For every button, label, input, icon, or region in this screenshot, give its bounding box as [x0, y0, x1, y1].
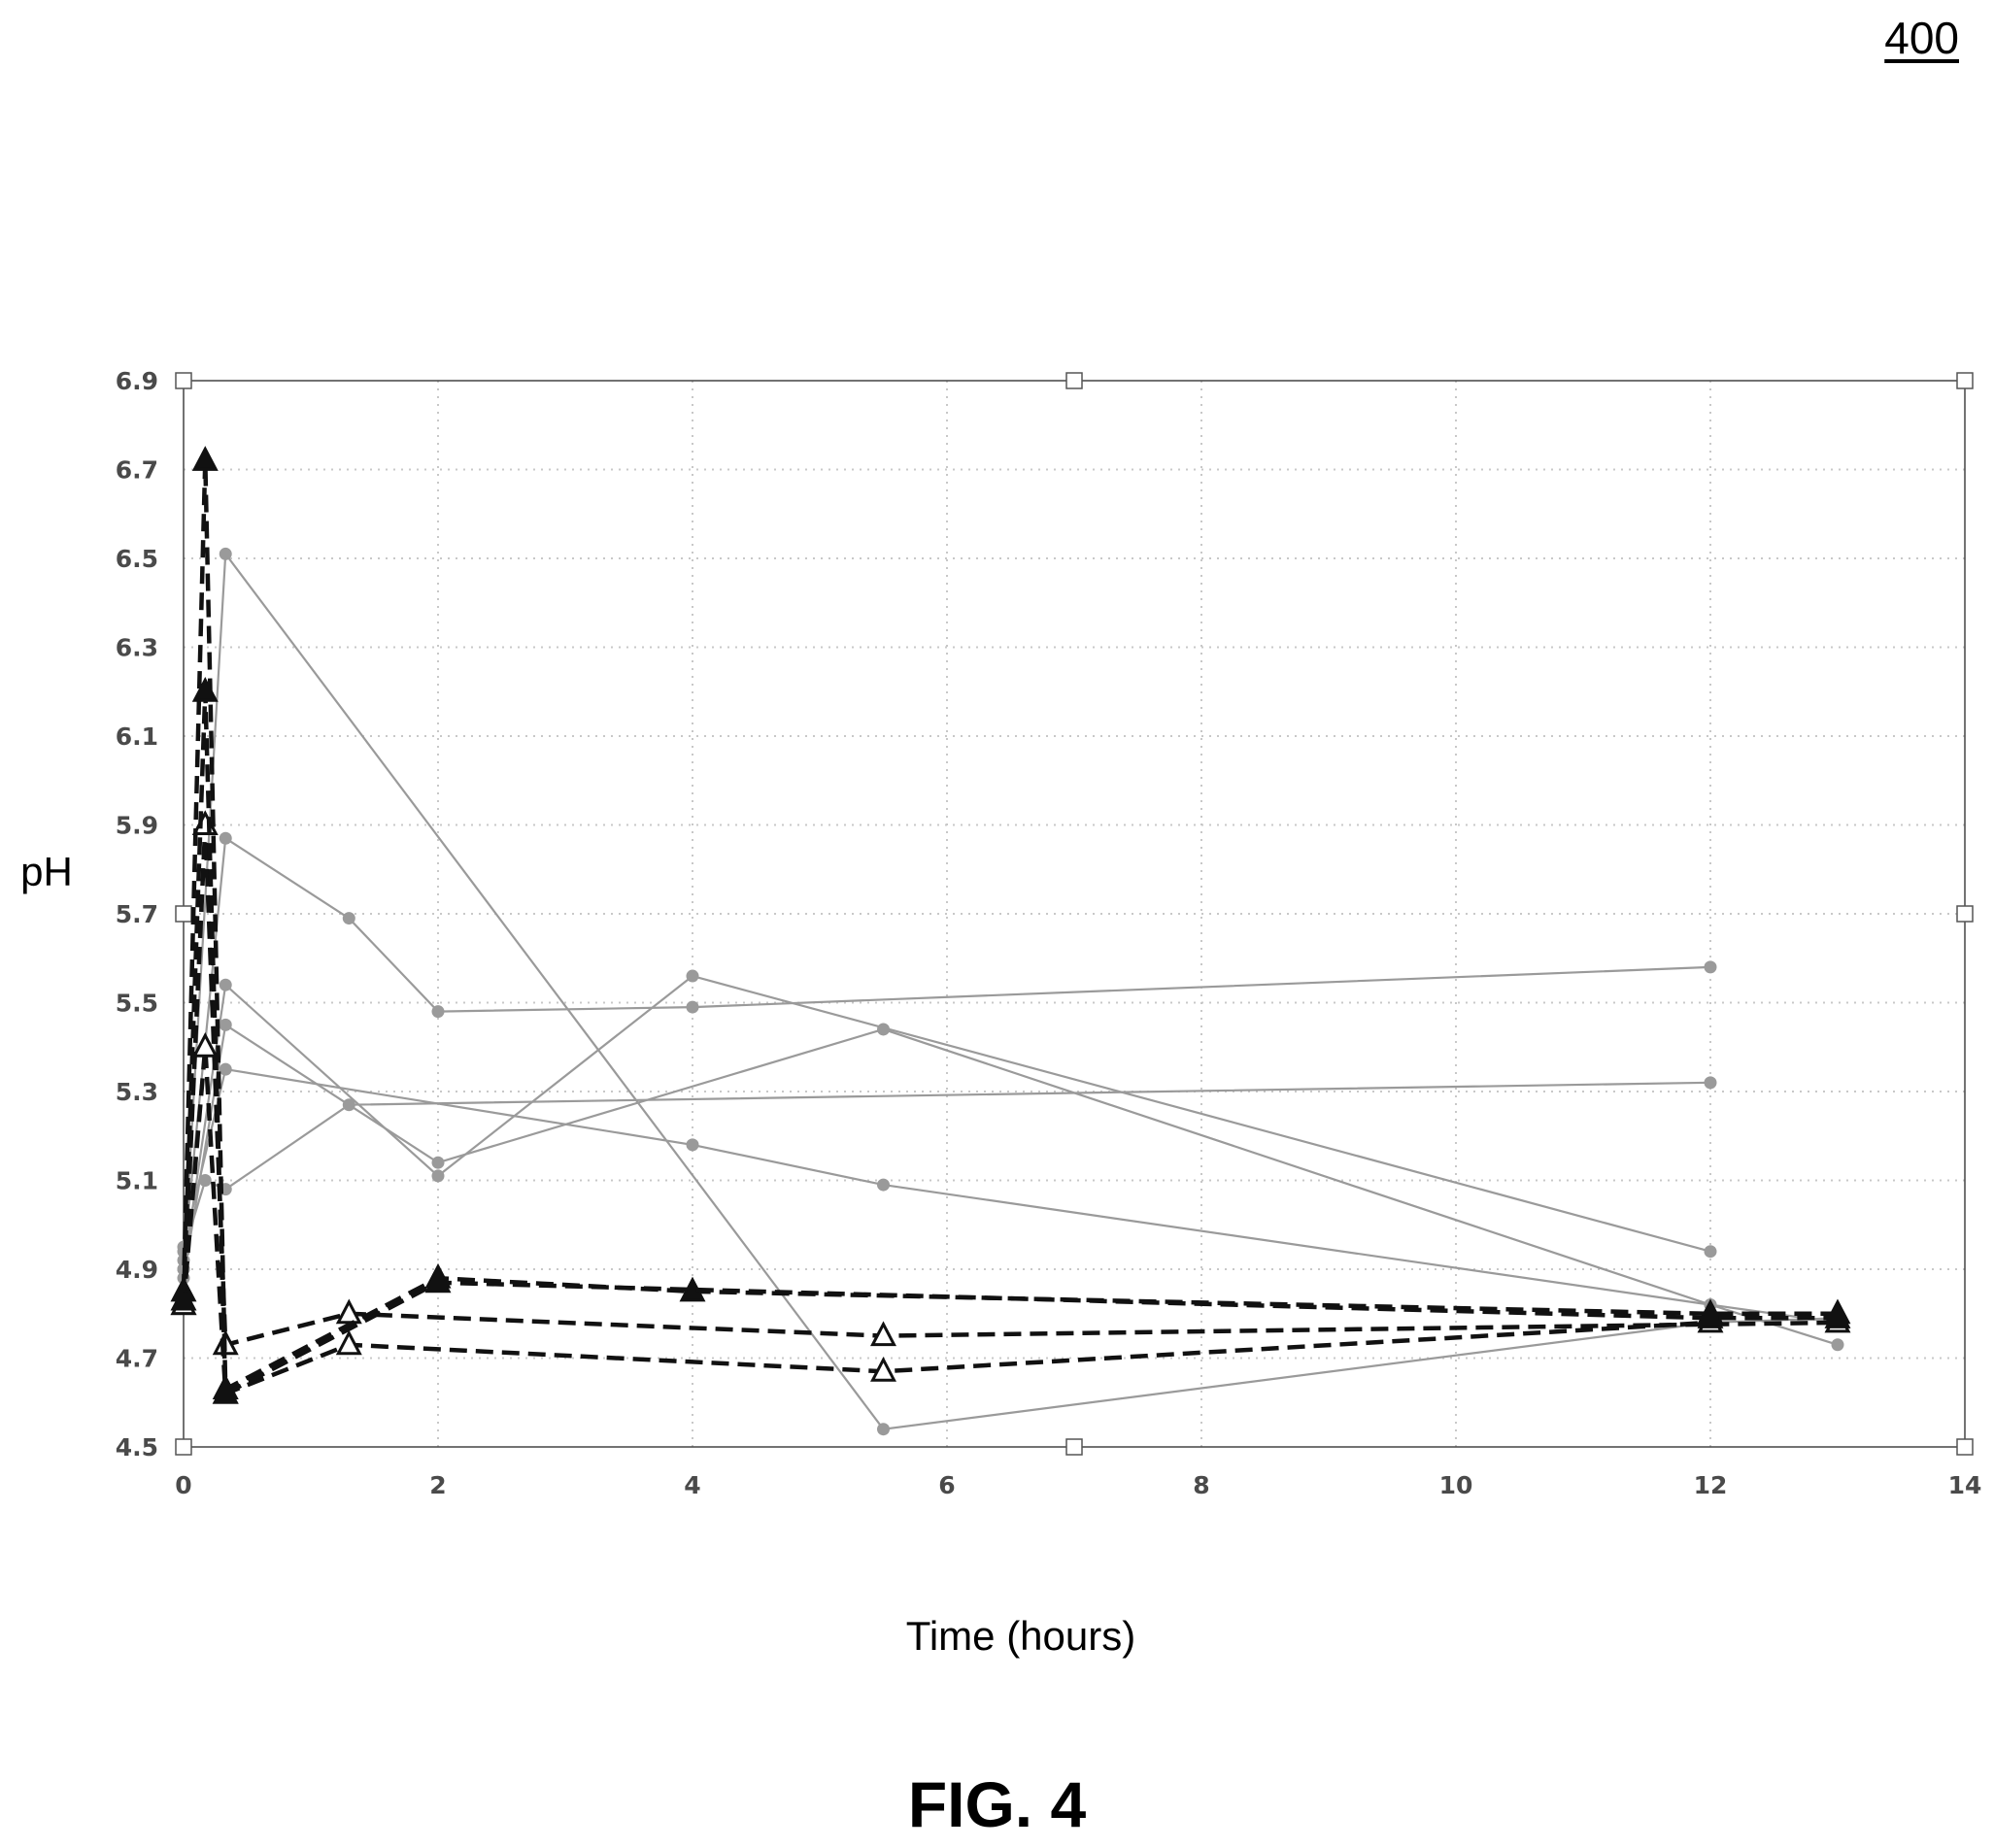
data-point — [1704, 960, 1717, 974]
data-point — [170, 1285, 197, 1311]
y-tick-label: 6.1 — [116, 722, 158, 751]
y-tick-label: 5.7 — [116, 900, 158, 928]
x-tick-label: 0 — [175, 1471, 191, 1499]
data-point — [870, 1321, 896, 1347]
data-point — [870, 1356, 896, 1382]
data-point — [342, 912, 355, 925]
series-solid-circle — [177, 969, 1717, 1276]
y-tick-label: 4.9 — [116, 1256, 158, 1284]
data-point — [686, 1000, 699, 1014]
x-axis-title: Time (hours) — [906, 1613, 1135, 1659]
y-axis-title: pH — [20, 849, 73, 894]
selection-handle — [1956, 1438, 1974, 1456]
tick-labels: 4.5 4.7 4.9 5.1 5.3 5.5 5.7 5.9 6.1 6.3 6.5 6.7 6.9 0… — [116, 367, 1982, 1499]
y-tick-label: 5.3 — [116, 1078, 158, 1106]
series-solid-circle — [177, 1062, 1844, 1352]
x-tick-label: 4 — [684, 1471, 700, 1499]
data-point — [219, 831, 232, 845]
data-point — [1831, 1338, 1844, 1352]
series-line — [182, 1067, 1839, 1346]
series-dashed-filled-triangle — [170, 677, 1851, 1404]
data-point — [342, 1098, 355, 1112]
data-point — [191, 677, 219, 702]
data-point — [191, 446, 219, 471]
series-line — [181, 689, 1838, 1396]
data-point — [198, 1174, 212, 1187]
x-tick-label: 10 — [1439, 1471, 1473, 1499]
series-line — [181, 458, 1838, 1392]
data-point — [1704, 1076, 1717, 1090]
data-point — [877, 1423, 890, 1436]
series-solid-circle — [177, 831, 1717, 1267]
series-line — [181, 1045, 1711, 1396]
y-tick-label: 6.5 — [116, 545, 158, 573]
selection-handle — [1065, 372, 1083, 389]
grid-lines — [184, 381, 1965, 1447]
x-tick-label: 6 — [938, 1471, 955, 1499]
data-point — [212, 1378, 239, 1404]
data-point — [335, 1329, 362, 1356]
data-point — [686, 969, 699, 983]
x-tick-label: 8 — [1193, 1471, 1209, 1499]
data-point — [424, 1267, 452, 1294]
data-point — [686, 1138, 699, 1152]
plot-border — [183, 380, 1966, 1448]
y-tick-label: 6.9 — [116, 367, 158, 395]
selection-handle — [1065, 1438, 1083, 1456]
data-point — [219, 547, 232, 560]
x-tick-label: 14 — [1948, 1471, 1982, 1499]
series-line — [182, 974, 1711, 1270]
data-point — [431, 1005, 445, 1019]
selection-handle — [1956, 905, 1974, 923]
y-tick-label: 6.7 — [116, 456, 158, 485]
y-tick-label: 4.7 — [116, 1345, 158, 1373]
data-point — [191, 1032, 219, 1058]
data-point — [877, 1023, 890, 1036]
series-solid-circle — [177, 1018, 1844, 1329]
series-dashed-open-triangle — [170, 1032, 1724, 1404]
y-tick-label: 5.5 — [116, 990, 158, 1018]
series-line — [181, 823, 1839, 1348]
y-tick-label: 6.3 — [116, 634, 158, 662]
data-point — [1824, 1303, 1851, 1328]
figure-caption: FIG. 4 — [907, 1768, 1087, 1840]
series-solid-circle — [177, 547, 1844, 1436]
x-tick-label: 12 — [1694, 1471, 1728, 1499]
y-tick-label: 5.9 — [116, 812, 158, 840]
data-point — [1697, 1303, 1724, 1328]
data-point — [431, 1156, 445, 1169]
series-line — [182, 1023, 1839, 1324]
selection-handle — [175, 1438, 192, 1456]
data-point — [431, 1169, 445, 1183]
series-line — [182, 836, 1711, 1261]
selection-handle — [175, 905, 192, 923]
x-tick-label: 2 — [429, 1471, 446, 1499]
y-tick-label: 5.1 — [116, 1167, 158, 1195]
y-tick-label: 4.5 — [116, 1433, 158, 1462]
selection-handle — [175, 372, 192, 389]
figure-reference-number: 400 — [1884, 13, 1959, 63]
data-point — [219, 1018, 232, 1031]
series-dashed-filled-triangle — [170, 446, 1851, 1400]
data-point — [877, 1178, 890, 1192]
selection-handle — [1956, 372, 1974, 389]
data-point — [219, 978, 232, 991]
data-point — [1704, 1245, 1717, 1259]
data-series — [170, 446, 1851, 1436]
data-point — [219, 1062, 232, 1076]
